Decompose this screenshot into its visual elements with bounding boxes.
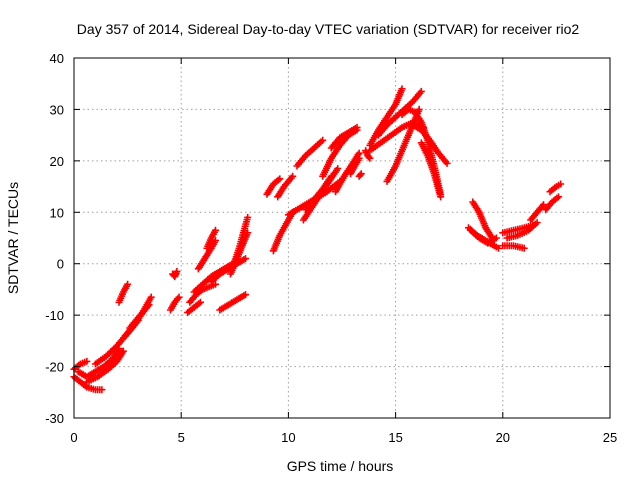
series-arc-14 xyxy=(203,226,220,252)
data-point xyxy=(212,280,220,288)
y-tick-label: -10 xyxy=(45,308,64,323)
data-point xyxy=(443,159,451,167)
data-point xyxy=(334,165,342,173)
data-point xyxy=(119,347,127,355)
series-arc-17 xyxy=(216,291,250,314)
data-point xyxy=(540,201,548,209)
series-arc-6 xyxy=(115,280,132,306)
data-point xyxy=(145,301,153,309)
series-arc-9 xyxy=(169,267,181,281)
data-point xyxy=(147,293,155,301)
data-point xyxy=(276,175,284,183)
series-arc-45 xyxy=(503,219,541,242)
axis-ticks xyxy=(73,57,611,419)
data-point xyxy=(124,280,132,288)
data-point xyxy=(398,85,406,93)
data-point xyxy=(353,123,361,131)
y-axis-label: SDTVAR / TECUs xyxy=(5,182,21,294)
series-arc-48 xyxy=(546,180,565,196)
data-point xyxy=(196,298,204,306)
series-arc-16 xyxy=(207,255,250,286)
y-tick-label: 30 xyxy=(50,102,64,117)
series-arc-46 xyxy=(527,201,548,224)
data-point xyxy=(437,193,445,201)
data-point xyxy=(175,293,183,301)
data-point xyxy=(557,180,565,188)
series-arc-35 xyxy=(374,87,425,139)
x-tick-labels: 0 5 10 15 20 25 xyxy=(70,430,617,445)
data-point xyxy=(83,357,91,365)
data-point xyxy=(495,244,503,252)
data-point xyxy=(355,154,363,162)
y-tick-labels: -30 -20 -10 0 10 20 30 40 xyxy=(45,51,64,426)
y-tick-label: -20 xyxy=(45,360,64,375)
data-point xyxy=(356,171,364,179)
data-point xyxy=(289,172,297,180)
y-tick-label: 0 xyxy=(57,257,64,272)
y-tick-label: 20 xyxy=(50,154,64,169)
y-tick-label: 10 xyxy=(50,205,64,220)
chart-title: Day 357 of 2014, Sidereal Day-to-day VTE… xyxy=(77,21,580,37)
grid-lines xyxy=(74,58,610,418)
data-point xyxy=(533,219,541,227)
x-tick-label: 25 xyxy=(603,430,617,445)
data-point xyxy=(366,154,374,162)
y-tick-label: -30 xyxy=(45,411,64,426)
y-tick-label: 40 xyxy=(50,51,64,66)
data-point xyxy=(242,291,250,299)
x-axis-label: GPS time / hours xyxy=(287,458,394,474)
data-point xyxy=(555,193,563,201)
series-arc-33 xyxy=(366,85,406,149)
series-arc-19 xyxy=(227,229,252,278)
data-point xyxy=(242,255,250,263)
series-arc-3 xyxy=(74,345,123,381)
series-arc-22 xyxy=(274,172,297,201)
data-point xyxy=(357,170,365,178)
data-point xyxy=(417,87,425,95)
series-arc-15 xyxy=(184,298,204,317)
series-arc-39 xyxy=(417,139,445,201)
data-point xyxy=(492,234,500,242)
data-point xyxy=(98,386,106,394)
plot-frame xyxy=(73,57,611,419)
data-point xyxy=(212,226,220,234)
series-arc-42 xyxy=(467,226,500,247)
x-tick-label: 15 xyxy=(388,430,402,445)
series-arc-43 xyxy=(499,242,528,252)
data-point xyxy=(365,153,373,161)
series-arc-28 xyxy=(327,123,361,152)
series-arc-31 xyxy=(355,170,365,180)
x-tick-label: 5 xyxy=(178,430,185,445)
data-point xyxy=(244,229,252,237)
series-arc-30 xyxy=(347,154,363,178)
data-points xyxy=(70,85,565,394)
series-arc-8 xyxy=(126,301,153,332)
series-arc-41 xyxy=(469,198,496,242)
data-point xyxy=(415,105,423,113)
x-tick-label: 20 xyxy=(496,430,510,445)
data-point xyxy=(319,136,327,144)
data-point xyxy=(173,267,181,275)
series-arc-26 xyxy=(299,165,342,224)
data-point xyxy=(244,213,252,221)
x-tick-label: 0 xyxy=(70,430,77,445)
data-point xyxy=(520,244,528,252)
series-arc-10 xyxy=(166,293,183,314)
series-arc-24 xyxy=(293,136,327,170)
series-arc-38 xyxy=(409,121,451,167)
series-arc-20 xyxy=(263,175,284,198)
series-arc-47 xyxy=(542,193,563,214)
series-arc-4 xyxy=(83,347,127,386)
x-tick-label: 10 xyxy=(281,430,295,445)
